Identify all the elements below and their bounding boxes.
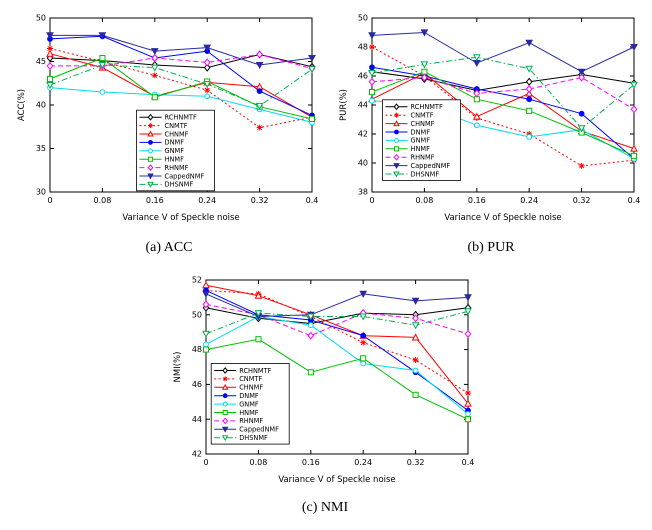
svg-text:0.16: 0.16: [146, 196, 164, 205]
svg-text:CNMTF: CNMTF: [239, 375, 262, 383]
svg-text:50: 50: [358, 14, 368, 23]
svg-text:0.16: 0.16: [302, 458, 320, 467]
svg-text:GNMF: GNMF: [411, 137, 431, 145]
svg-text:0.24: 0.24: [520, 196, 538, 205]
svg-text:0: 0: [203, 458, 208, 467]
svg-text:0: 0: [369, 196, 374, 205]
svg-text:RCHNMTF: RCHNMTF: [411, 103, 443, 111]
svg-text:CHNMF: CHNMF: [165, 130, 189, 138]
svg-text:Variance V of Speckle noise: Variance V of Speckle noise: [278, 475, 395, 485]
svg-text:40: 40: [36, 101, 46, 110]
svg-text:HNMF: HNMF: [411, 145, 431, 153]
svg-text:RCHNMTF: RCHNMTF: [239, 367, 271, 375]
svg-text:ACC(%): ACC(%): [17, 89, 27, 121]
svg-text:CappedNMF: CappedNMF: [239, 426, 279, 434]
chart-acc: 30 35 40 45 50 0 0.08 0.16 0.24 0.32 0.4 Variance V…: [14, 8, 324, 228]
svg-text:0: 0: [47, 196, 52, 205]
svg-text:0.24: 0.24: [198, 196, 216, 205]
caption-pur: (b) PUR: [467, 240, 515, 255]
caption-acc: (a) ACC: [145, 240, 193, 255]
svg-text:DHSNMF: DHSNMF: [411, 170, 440, 178]
svg-text:0.4: 0.4: [628, 196, 641, 205]
svg-text:0.4: 0.4: [306, 196, 319, 205]
svg-text:CappedNMF: CappedNMF: [165, 172, 205, 180]
svg-text:RHNMF: RHNMF: [165, 164, 189, 172]
svg-text:0.08: 0.08: [93, 196, 111, 205]
svg-text:CNMTF: CNMTF: [165, 122, 188, 130]
svg-text:0.08: 0.08: [249, 458, 267, 467]
svg-text:45: 45: [36, 57, 46, 66]
svg-text:0.32: 0.32: [251, 196, 269, 205]
svg-text:CHNMF: CHNMF: [411, 120, 435, 128]
svg-text:HNMF: HNMF: [165, 156, 185, 164]
svg-text:0.16: 0.16: [468, 196, 486, 205]
svg-text:DHSNMF: DHSNMF: [165, 181, 194, 189]
svg-text:42: 42: [358, 130, 368, 139]
svg-text:Variance V of Speckle noise: Variance V of Speckle noise: [444, 213, 561, 223]
svg-text:PUR(%): PUR(%): [339, 89, 349, 121]
svg-text:42: 42: [192, 450, 202, 459]
svg-text:52: 52: [192, 276, 202, 285]
svg-text:RHNMF: RHNMF: [411, 154, 435, 162]
svg-text:0.24: 0.24: [354, 458, 372, 467]
chart-nmi: 42 44 46 48 50 52 0 0.08 0.16 0.24 0.32 0.4 Variance…: [170, 270, 480, 490]
svg-text:GNMF: GNMF: [239, 400, 259, 408]
caption-nmi: (c) NMI: [301, 500, 349, 515]
svg-text:0.08: 0.08: [415, 196, 433, 205]
svg-text:0.32: 0.32: [573, 196, 591, 205]
svg-text:0.32: 0.32: [407, 458, 425, 467]
svg-text:RHNMF: RHNMF: [239, 417, 263, 425]
svg-text:CappedNMF: CappedNMF: [411, 162, 451, 170]
svg-text:CNMTF: CNMTF: [411, 112, 434, 120]
svg-text:46: 46: [192, 380, 202, 389]
svg-text:35: 35: [36, 144, 46, 153]
svg-text:Variance V of Speckle noise: Variance V of Speckle noise: [122, 213, 239, 223]
svg-text:50: 50: [36, 14, 46, 23]
svg-text:DNMF: DNMF: [239, 392, 259, 400]
svg-text:44: 44: [192, 415, 202, 424]
svg-text:44: 44: [358, 101, 368, 110]
chart-pur: 38 40 42 44 46 48 50 0 0.08 0.16 0.24 0.32 0.4 Varian…: [336, 8, 646, 228]
svg-text:0.4: 0.4: [462, 458, 475, 467]
svg-text:DNMF: DNMF: [165, 139, 185, 147]
svg-text:DNMF: DNMF: [411, 128, 431, 136]
svg-text:48: 48: [358, 43, 368, 52]
svg-text:46: 46: [358, 72, 368, 81]
svg-text:38: 38: [358, 188, 368, 197]
svg-text:CHNMF: CHNMF: [239, 384, 263, 392]
svg-text:RCHNMTF: RCHNMTF: [165, 114, 197, 122]
svg-text:DHSNMF: DHSNMF: [239, 434, 268, 442]
svg-text:40: 40: [358, 159, 368, 168]
svg-text:30: 30: [36, 188, 46, 197]
svg-text:HNMF: HNMF: [239, 409, 259, 417]
svg-text:GNMF: GNMF: [165, 147, 185, 155]
svg-text:NMI(%): NMI(%): [173, 352, 183, 383]
svg-text:48: 48: [192, 345, 202, 354]
svg-text:50: 50: [192, 310, 202, 319]
